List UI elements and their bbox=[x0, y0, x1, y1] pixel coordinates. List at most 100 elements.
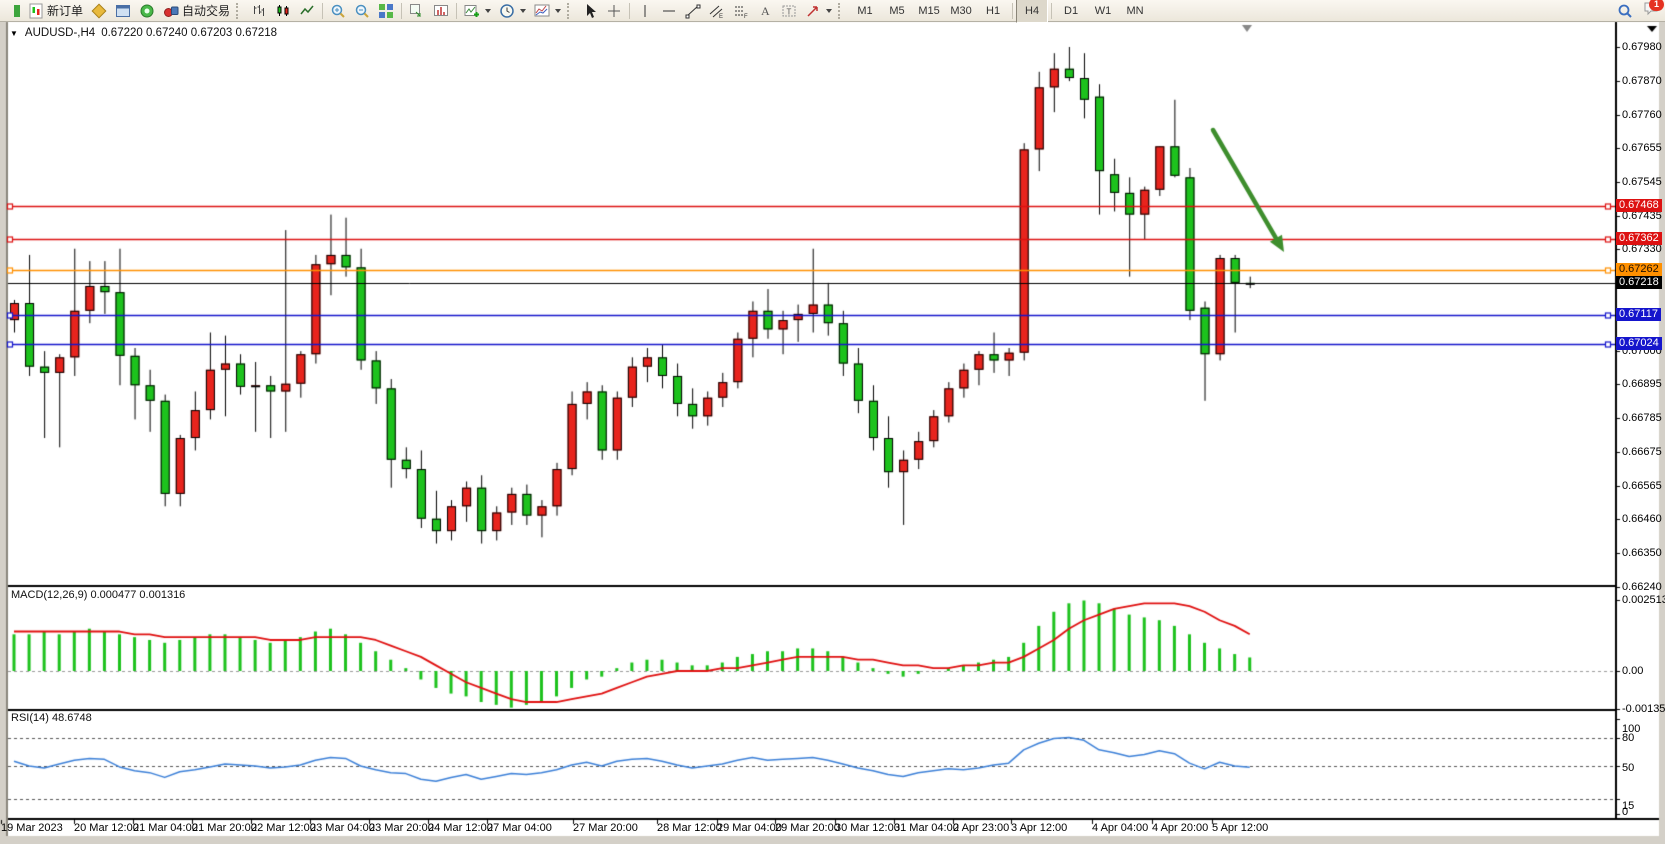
timeframe-m1[interactable]: M1 bbox=[849, 0, 881, 23]
chart-title-ohlc: 0.67220 0.67240 0.67203 0.67218 bbox=[101, 27, 278, 39]
macd-title: MACD(12,26,9) bbox=[11, 589, 88, 601]
timeframe-m30[interactable]: M30 bbox=[945, 0, 977, 23]
timeframe-w1-label: W1 bbox=[1094, 4, 1112, 17]
autotrading-button-label: 自动交易 bbox=[182, 4, 231, 18]
time-tick: 22 Mar 12:00 bbox=[251, 822, 316, 834]
arrows-button[interactable] bbox=[801, 0, 836, 23]
periods-button[interactable] bbox=[495, 0, 530, 23]
toolbar-separator bbox=[1012, 2, 1014, 19]
tile-icon bbox=[378, 3, 394, 19]
time-tick: 28 Mar 12:00 bbox=[657, 822, 722, 834]
macd-indicator-label: MACD(12,26,9) 0.000477 0.001316 bbox=[11, 589, 185, 601]
vertical-line-button[interactable] bbox=[633, 0, 657, 23]
signal-icon bbox=[139, 3, 155, 19]
timeframe-h1[interactable]: H1 bbox=[977, 0, 1009, 23]
auto-arrange-button[interactable] bbox=[405, 0, 429, 23]
indicators-button[interactable] bbox=[460, 0, 495, 23]
time-tick: 23 Mar 20:00 bbox=[369, 822, 434, 834]
timeframe-m5-label: M5 bbox=[889, 4, 905, 17]
toolbar-grip bbox=[838, 2, 847, 19]
chevron-down-icon bbox=[555, 8, 562, 13]
price-tick: 0.66240 bbox=[1622, 580, 1662, 593]
bar-chart-button[interactable] bbox=[247, 0, 271, 23]
timeframe-d1[interactable]: D1 bbox=[1055, 0, 1087, 23]
terminal-button[interactable] bbox=[111, 0, 135, 23]
timeframe-m15-label: M15 bbox=[918, 4, 940, 17]
time-tick: 2 Apr 23:00 bbox=[953, 822, 1010, 834]
text-button[interactable]: A bbox=[753, 0, 777, 23]
time-tick: 4 Apr 04:00 bbox=[1092, 822, 1149, 834]
toolbar-separator bbox=[322, 2, 324, 19]
time-tick: 4 Apr 20:00 bbox=[1152, 822, 1209, 834]
cursor-icon bbox=[582, 3, 598, 19]
time-tick: 20 Mar 12:00 bbox=[74, 822, 139, 834]
svg-text:A: A bbox=[761, 4, 770, 18]
rsi-title: RSI(14) bbox=[11, 712, 49, 724]
price-line-badge: 0.67362 bbox=[1616, 231, 1662, 245]
zoom-in-button[interactable] bbox=[326, 0, 350, 23]
timeframe-m1-label: M1 bbox=[857, 4, 873, 17]
autotrading-button[interactable]: 自动交易 bbox=[159, 0, 234, 23]
cursor-button[interactable] bbox=[578, 0, 602, 23]
equidistant-channel-button[interactable]: E bbox=[705, 0, 729, 23]
files-button[interactable] bbox=[87, 0, 111, 23]
trendline-icon bbox=[685, 3, 701, 19]
toolbar-grip bbox=[236, 2, 245, 19]
time-tick: 30 Mar 12:00 bbox=[835, 822, 900, 834]
vline-icon bbox=[637, 3, 653, 19]
track-icon bbox=[433, 3, 449, 19]
notifications-button[interactable]: 1 bbox=[1643, 0, 1664, 21]
templates-button[interactable] bbox=[530, 0, 565, 23]
timeframe-m15[interactable]: M15 bbox=[913, 0, 945, 23]
timeframe-h4-label: H4 bbox=[1025, 4, 1040, 17]
timeframe-w1[interactable]: W1 bbox=[1087, 0, 1119, 23]
macd-tick: 0.002513 bbox=[1622, 594, 1665, 607]
line-chart-button[interactable] bbox=[295, 0, 319, 23]
new-order-button[interactable]: 新订单 bbox=[24, 0, 87, 23]
price-tick: 0.66565 bbox=[1622, 480, 1662, 493]
indicators-icon bbox=[464, 3, 480, 19]
chevron-down-icon bbox=[485, 8, 492, 13]
toolbar-grip bbox=[567, 2, 576, 19]
templates-icon bbox=[534, 3, 550, 19]
rsi-indicator-label: RSI(14) 48.6748 bbox=[11, 712, 92, 724]
chart-menu-arrow-icon[interactable]: ▼ bbox=[10, 28, 18, 38]
timeframe-m5[interactable]: M5 bbox=[881, 0, 913, 23]
horizontal-line-button[interactable] bbox=[657, 0, 681, 23]
time-tick: 29 Mar 04:00 bbox=[717, 822, 782, 834]
toolbar: 新订单 自动交易 E F A T M1 M5 M15 M30 H1 H4 D1 W1 MN 1 bbox=[0, 0, 1665, 23]
auto-arrange-icon bbox=[409, 3, 425, 19]
clipped-toolbar-icon[interactable] bbox=[0, 0, 24, 23]
chart-track-button[interactable] bbox=[429, 0, 453, 23]
timeframe-mn[interactable]: MN bbox=[1119, 0, 1151, 23]
candles-icon bbox=[275, 3, 291, 19]
timeframe-h4[interactable]: H4 bbox=[1016, 0, 1049, 23]
search-icon bbox=[1617, 3, 1633, 19]
svg-text:F: F bbox=[744, 14, 748, 19]
macd-tick: -0.00135 bbox=[1622, 703, 1665, 716]
toolbar-separator bbox=[456, 2, 458, 19]
candlestick-chart-button[interactable] bbox=[271, 0, 295, 23]
macd-tick: 0.00 bbox=[1622, 665, 1644, 677]
price-tick: 0.66895 bbox=[1622, 377, 1662, 390]
search-button[interactable] bbox=[1613, 0, 1637, 23]
arrows-icon bbox=[805, 3, 821, 19]
tile-windows-button[interactable] bbox=[374, 0, 398, 23]
crosshair-button[interactable] bbox=[602, 0, 626, 23]
trendline-button[interactable] bbox=[681, 0, 705, 23]
price-tick: 0.66675 bbox=[1622, 445, 1662, 458]
signals-button[interactable] bbox=[135, 0, 159, 23]
price-tick: 0.67760 bbox=[1622, 109, 1662, 122]
label-icon: T bbox=[781, 3, 797, 19]
price-line-badge: 0.67468 bbox=[1616, 198, 1662, 212]
timeframe-d1-label: D1 bbox=[1064, 4, 1079, 17]
rsi-value: 48.6748 bbox=[51, 712, 92, 724]
zoom-out-button[interactable] bbox=[350, 0, 374, 23]
svg-text:T: T bbox=[787, 7, 792, 16]
fibo-icon: F bbox=[733, 3, 749, 20]
fibonacci-button[interactable]: F bbox=[729, 0, 753, 23]
price-tick: 0.66785 bbox=[1622, 411, 1662, 424]
time-tick: 21 Mar 04:00 bbox=[133, 822, 198, 834]
text-label-button[interactable]: T bbox=[777, 0, 801, 23]
